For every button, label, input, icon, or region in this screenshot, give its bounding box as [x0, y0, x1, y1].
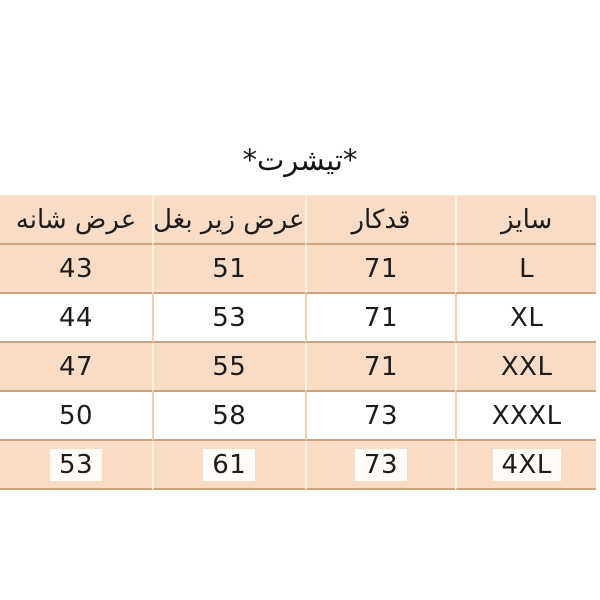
- table-cell: XL: [455, 294, 596, 343]
- table-row-xxl: XXL 71 55 47: [0, 343, 596, 392]
- table-cell: 61: [152, 441, 305, 490]
- table-cell: 53: [152, 294, 305, 343]
- highlight-chip: 4XL: [492, 448, 561, 481]
- table-row-xxxl: XXXL 73 58 50: [0, 392, 596, 441]
- header-cell-0: سایز: [455, 195, 596, 245]
- table-row-l: L 71 51 43: [0, 245, 596, 294]
- table-cell: 71: [304, 294, 456, 343]
- size-chart-table: سایز قدکار عرض زیر بغل عرض شانه L 71 51 43 XL 71 5…: [0, 195, 596, 490]
- table-cell: 43: [0, 245, 153, 294]
- chart-title: *تیشرت*: [242, 143, 358, 177]
- header-cell-1: قدکار: [304, 195, 456, 245]
- table-cell: 50: [0, 392, 153, 441]
- table-cell: 58: [152, 392, 305, 441]
- table-row-4xl: 4XL 73 61 53: [0, 441, 596, 490]
- table-cell: 4XL: [455, 441, 596, 490]
- table-cell: 73: [304, 392, 456, 441]
- table-cell: XXL: [455, 343, 596, 392]
- header-cell-3: عرض شانه: [0, 195, 153, 245]
- title-wrap: *تیشرت*: [0, 0, 600, 176]
- table-cell: 71: [304, 245, 456, 294]
- table-cell: XXXL: [455, 392, 596, 441]
- highlight-chip: 53: [49, 448, 103, 481]
- table-cell: 44: [0, 294, 153, 343]
- table-cell: L: [455, 245, 596, 294]
- table-cell: 73: [304, 441, 456, 490]
- table-row-xl: XL 71 53 44: [0, 294, 596, 343]
- table-cell: 71: [304, 343, 456, 392]
- highlight-chip: 73: [354, 448, 408, 481]
- table-cell: 51: [152, 245, 305, 294]
- table-cell: 47: [0, 343, 153, 392]
- table-header-row: سایز قدکار عرض زیر بغل عرض شانه: [0, 195, 596, 245]
- table-cell: 53: [0, 441, 153, 490]
- header-cell-2: عرض زیر بغل: [152, 195, 305, 245]
- table-cell: 55: [152, 343, 305, 392]
- highlight-chip: 61: [203, 448, 256, 481]
- size-chart-body: سایز قدکار عرض زیر بغل عرض شانه L 71 51 43 XL 71 5…: [0, 195, 596, 490]
